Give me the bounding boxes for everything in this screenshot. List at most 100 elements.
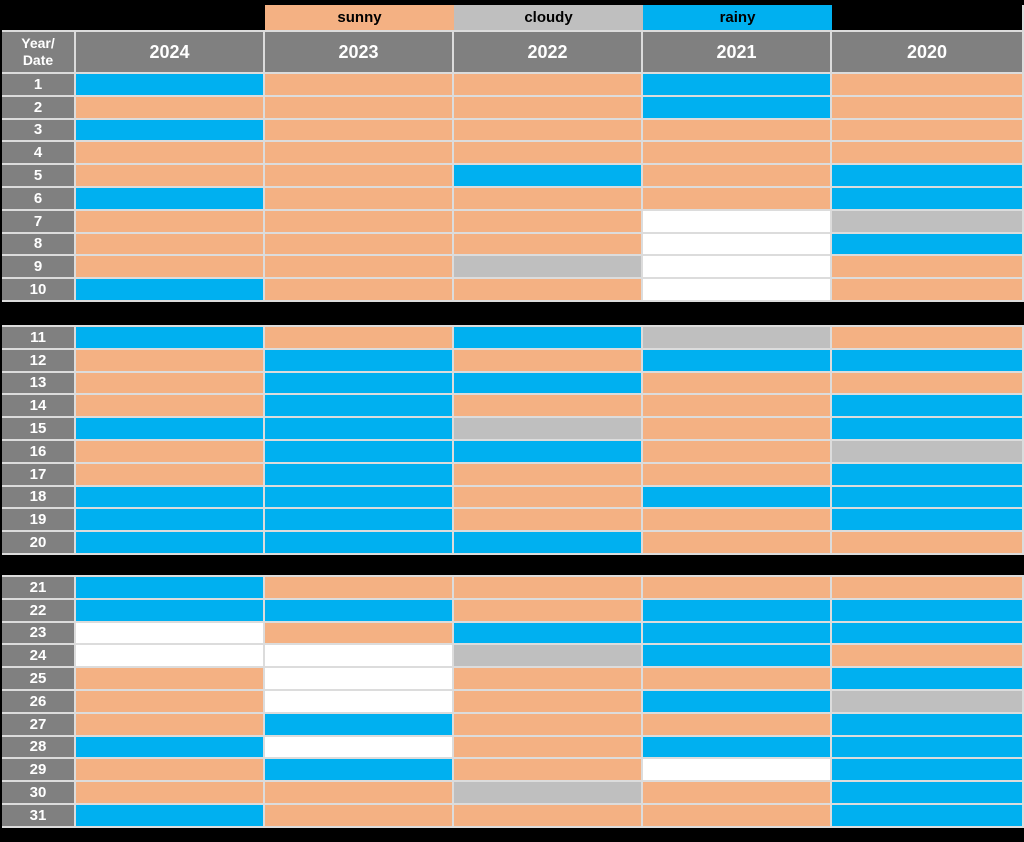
weather-cell	[265, 142, 452, 164]
legend-filler	[76, 5, 265, 30]
weather-cell	[454, 668, 641, 689]
weather-cell	[265, 96, 452, 118]
weather-cell	[832, 96, 1022, 118]
weather-cell	[643, 645, 830, 667]
table-row: 10	[2, 279, 1022, 300]
weather-cell	[643, 210, 830, 232]
weather-cell	[643, 782, 830, 803]
weather-cell	[454, 233, 641, 255]
weather-cell	[454, 349, 641, 371]
weather-cell	[265, 233, 452, 255]
table-row: 14	[2, 395, 1022, 417]
weather-cell	[265, 187, 452, 209]
weather-cell	[76, 576, 263, 598]
weather-cell	[643, 668, 830, 689]
table-row: 12	[2, 349, 1022, 371]
table-row: 27	[2, 713, 1022, 735]
weather-cell	[454, 599, 641, 621]
date-label: 25	[2, 668, 74, 689]
table-row: 29	[2, 759, 1022, 781]
legend-label: cloudy	[524, 9, 573, 26]
table-row: 13	[2, 372, 1022, 394]
date-label: 20	[2, 532, 74, 553]
weather-cell	[76, 372, 263, 394]
year-header-2021: 2021	[643, 32, 830, 72]
weather-cell	[454, 279, 641, 300]
date-label: 11	[2, 326, 74, 348]
date-label: 14	[2, 395, 74, 417]
weather-cell	[76, 395, 263, 417]
weather-cell	[76, 279, 263, 300]
weather-cell	[454, 759, 641, 781]
date-label: 27	[2, 713, 74, 735]
weather-cell	[643, 142, 830, 164]
table-row: 1	[2, 74, 1022, 95]
weather-cell	[265, 486, 452, 508]
weather-cell	[265, 418, 452, 439]
weather-cell	[265, 326, 452, 348]
weather-cell	[643, 418, 830, 439]
weather-cell	[832, 463, 1022, 485]
weather-cell	[265, 645, 452, 667]
weather-cell	[265, 279, 452, 300]
weather-cell	[76, 210, 263, 232]
weather-cell	[832, 279, 1022, 300]
table-row: 2	[2, 96, 1022, 118]
weather-cell	[76, 418, 263, 439]
weather-cell	[832, 509, 1022, 531]
date-label: 31	[2, 804, 74, 826]
weather-cell	[265, 440, 452, 462]
weather-cell	[265, 119, 452, 141]
date-label: 5	[2, 165, 74, 186]
weather-cell	[454, 576, 641, 598]
table-row: 21	[2, 576, 1022, 598]
table-block-1: sunny cloudy rainy Year/Date 2024 2023 2022 20…	[2, 5, 1024, 302]
weather-cell	[643, 736, 830, 758]
weather-cell	[832, 736, 1022, 758]
weather-cell	[643, 395, 830, 417]
weather-cell	[832, 165, 1022, 186]
weather-cell	[76, 509, 263, 531]
weather-cell	[832, 713, 1022, 735]
table-row: 9	[2, 256, 1022, 278]
date-label: 8	[2, 233, 74, 255]
weather-cell	[76, 736, 263, 758]
table-row: 20	[2, 532, 1022, 553]
date-label: 26	[2, 690, 74, 712]
weather-cell	[832, 349, 1022, 371]
weather-cell	[643, 119, 830, 141]
weather-cell	[76, 759, 263, 781]
corner-header-line: Date	[22, 52, 54, 68]
date-label: 3	[2, 119, 74, 141]
weather-cell	[454, 165, 641, 186]
weather-cell	[832, 599, 1022, 621]
date-label: 1	[2, 74, 74, 95]
table-row: 28	[2, 736, 1022, 758]
weather-cell	[832, 804, 1022, 826]
weather-cell	[454, 509, 641, 531]
weather-cell	[265, 463, 452, 485]
weather-cell	[76, 349, 263, 371]
weather-cell	[454, 713, 641, 735]
weather-cell	[454, 645, 641, 667]
date-label: 30	[2, 782, 74, 803]
weather-cell	[643, 576, 830, 598]
date-label: 12	[2, 349, 74, 371]
date-label: 18	[2, 486, 74, 508]
weather-cell	[832, 782, 1022, 803]
weather-cell	[643, 759, 830, 781]
weather-cell	[643, 804, 830, 826]
weather-cell	[265, 599, 452, 621]
weather-cell	[76, 233, 263, 255]
table-row: 3	[2, 119, 1022, 141]
weather-cell	[76, 645, 263, 667]
table-block-2: 11 12 13 14 15 16 17 18 19 20	[2, 324, 1024, 555]
weather-cell	[832, 74, 1022, 95]
weather-cell	[643, 233, 830, 255]
weather-cell	[454, 782, 641, 803]
legend-label: sunny	[337, 9, 382, 26]
weather-cell	[454, 622, 641, 644]
weather-cell	[76, 713, 263, 735]
weather-cell	[832, 486, 1022, 508]
weather-cell	[76, 326, 263, 348]
